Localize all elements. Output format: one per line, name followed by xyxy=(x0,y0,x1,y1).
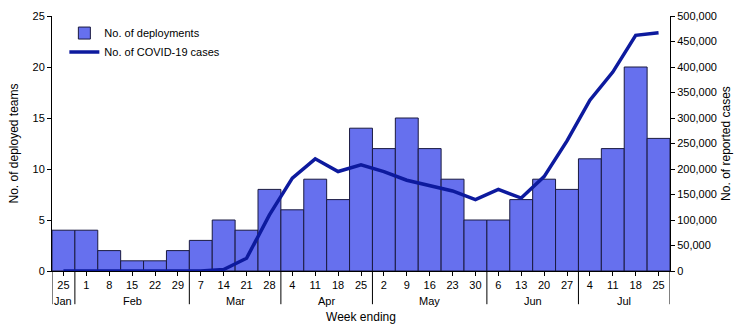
svg-text:No. of deployments: No. of deployments xyxy=(104,27,199,39)
svg-text:6: 6 xyxy=(495,279,501,291)
svg-text:0: 0 xyxy=(677,265,683,277)
svg-text:25: 25 xyxy=(652,279,664,291)
svg-text:15: 15 xyxy=(126,279,138,291)
svg-text:Jul: Jul xyxy=(617,295,631,307)
svg-text:Apr: Apr xyxy=(318,295,335,307)
svg-text:16: 16 xyxy=(424,279,436,291)
svg-text:20: 20 xyxy=(33,61,45,73)
svg-text:450,000: 450,000 xyxy=(677,35,717,47)
svg-text:18: 18 xyxy=(630,279,642,291)
svg-text:18: 18 xyxy=(332,279,344,291)
svg-text:25: 25 xyxy=(33,10,45,22)
svg-text:100,000: 100,000 xyxy=(677,214,717,226)
svg-text:500,000: 500,000 xyxy=(677,10,717,22)
svg-text:22: 22 xyxy=(149,279,161,291)
svg-text:7: 7 xyxy=(198,279,204,291)
svg-text:2: 2 xyxy=(381,279,387,291)
svg-text:300,000: 300,000 xyxy=(677,112,717,124)
svg-text:No. of COVID-19 cases: No. of COVID-19 cases xyxy=(104,46,219,58)
svg-text:50,000: 50,000 xyxy=(677,239,711,251)
svg-text:29: 29 xyxy=(172,279,184,291)
svg-text:14: 14 xyxy=(218,279,230,291)
svg-text:20: 20 xyxy=(538,279,550,291)
svg-text:5: 5 xyxy=(39,214,45,226)
svg-text:No. of reported cases: No. of reported cases xyxy=(719,86,733,201)
svg-text:27: 27 xyxy=(561,279,573,291)
svg-text:15: 15 xyxy=(33,112,45,124)
svg-text:Mar: Mar xyxy=(226,295,245,307)
svg-text:Week ending: Week ending xyxy=(326,310,396,324)
svg-text:4: 4 xyxy=(587,279,593,291)
svg-text:1: 1 xyxy=(83,279,89,291)
svg-text:25: 25 xyxy=(355,279,367,291)
svg-text:10: 10 xyxy=(33,163,45,175)
svg-text:150,000: 150,000 xyxy=(677,188,717,200)
svg-text:250,000: 250,000 xyxy=(677,137,717,149)
svg-text:Feb: Feb xyxy=(123,295,142,307)
svg-text:400,000: 400,000 xyxy=(677,61,717,73)
svg-text:350,000: 350,000 xyxy=(677,86,717,98)
svg-text:Jan: Jan xyxy=(54,295,72,307)
svg-text:9: 9 xyxy=(404,279,410,291)
svg-text:0: 0 xyxy=(39,265,45,277)
svg-text:11: 11 xyxy=(607,279,618,291)
svg-text:25: 25 xyxy=(57,279,69,291)
svg-text:28: 28 xyxy=(263,279,275,291)
svg-text:21: 21 xyxy=(240,279,252,291)
svg-text:23: 23 xyxy=(446,279,458,291)
svg-text:4: 4 xyxy=(289,279,295,291)
svg-text:Jun: Jun xyxy=(524,295,542,307)
svg-text:13: 13 xyxy=(515,279,527,291)
svg-text:11: 11 xyxy=(310,279,321,291)
svg-text:200,000: 200,000 xyxy=(677,163,717,175)
svg-text:30: 30 xyxy=(469,279,481,291)
svg-text:No. of deployed teams: No. of deployed teams xyxy=(7,83,21,203)
svg-text:8: 8 xyxy=(106,279,112,291)
svg-text:May: May xyxy=(419,295,440,307)
